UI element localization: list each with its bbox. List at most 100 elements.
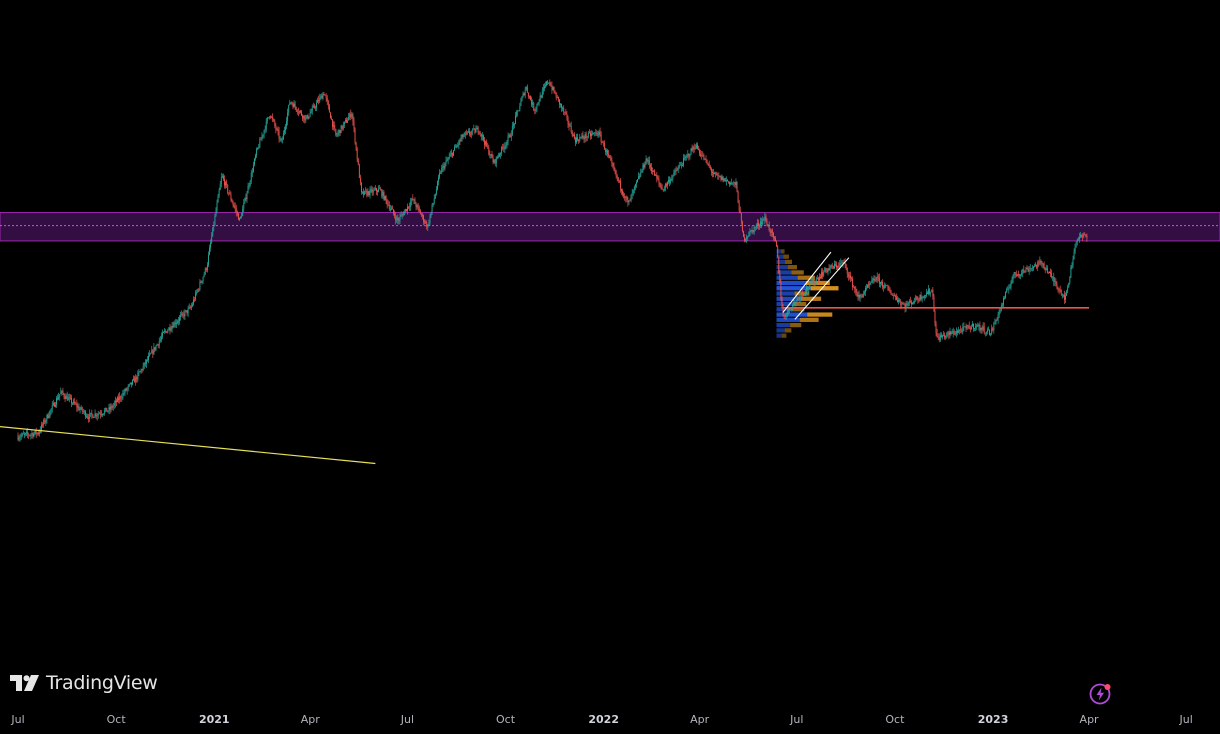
candle-body: [1036, 264, 1038, 268]
candle-body: [376, 188, 377, 192]
candle-body: [167, 330, 169, 333]
candle-body: [308, 116, 310, 119]
candle-body: [453, 150, 454, 156]
candle-body: [581, 135, 583, 138]
drawing-overlays[interactable]: [0, 251, 1090, 465]
candle-body: [705, 158, 707, 160]
candle-body: [383, 192, 385, 200]
candle-body: [201, 280, 203, 283]
candle-body: [867, 284, 869, 288]
candle-body: [371, 189, 373, 193]
candle-body: [494, 159, 496, 164]
tradingview-brand[interactable]: TradingView: [10, 672, 158, 694]
candle-body: [476, 127, 478, 130]
candle-body: [26, 432, 28, 434]
candle-body: [1084, 234, 1086, 236]
candle-body: [869, 283, 871, 286]
candle-body: [852, 278, 854, 287]
candle-body: [875, 279, 877, 281]
candle-body: [478, 132, 480, 134]
candle-body: [703, 155, 705, 160]
candle-body: [166, 331, 168, 333]
candlestick-series: [17, 79, 1088, 442]
candle-body: [808, 288, 810, 290]
lightning-icon[interactable]: [1089, 682, 1113, 706]
candle-body: [985, 332, 987, 333]
candle-body: [76, 404, 78, 408]
candle-body: [994, 322, 996, 324]
candle-body: [341, 125, 343, 129]
candle-body: [464, 132, 466, 136]
candle-body: [300, 111, 301, 113]
candle-body: [339, 130, 341, 134]
candle-body: [795, 301, 797, 303]
candle-body: [697, 144, 698, 149]
candle-body: [627, 199, 629, 203]
candle-body: [1037, 262, 1039, 268]
candle-body: [228, 192, 230, 194]
candle-body: [755, 225, 757, 228]
candle-body: [921, 297, 923, 300]
time-axis[interactable]: Jul Oct 2021 Apr Jul Oct 2022 Apr Jul Oct 2023 Apr J…: [10, 713, 1192, 726]
candle-body: [938, 336, 940, 341]
candle-body: [944, 334, 946, 338]
candle-body: [45, 420, 47, 423]
candle-body: [41, 424, 42, 431]
candle-body: [982, 326, 984, 330]
candle-body: [572, 134, 574, 137]
candle-body: [1030, 268, 1032, 270]
candle-body: [525, 87, 527, 90]
candle-body: [293, 103, 295, 108]
zone-band[interactable]: [0, 212, 1220, 242]
candle-body: [355, 142, 357, 149]
candle-body: [840, 262, 842, 264]
candle-body: [321, 95, 323, 99]
candle-body: [602, 142, 604, 144]
candle-body: [631, 193, 633, 195]
candle-body: [671, 178, 673, 180]
candle-body: [906, 303, 908, 306]
candle-body: [680, 164, 682, 166]
candle-body: [399, 216, 401, 221]
candle-body: [99, 413, 101, 415]
candle-body: [89, 413, 91, 419]
candle-body: [256, 149, 258, 156]
candle-body: [993, 323, 995, 331]
channel-upper[interactable]: [782, 251, 832, 313]
candle-body: [677, 167, 679, 171]
candle-body: [855, 289, 857, 293]
candle-body: [896, 296, 897, 300]
trendline[interactable]: [0, 425, 376, 465]
candle-body: [762, 219, 764, 224]
x-tick-label: Apr: [690, 713, 710, 726]
candle-body: [226, 182, 228, 186]
candle-body: [936, 332, 938, 337]
candle-body: [28, 434, 30, 436]
candle-body: [315, 107, 316, 109]
candle-body: [481, 135, 483, 137]
candle-body: [979, 324, 981, 331]
candle-body: [999, 309, 1001, 311]
candle-body: [1009, 287, 1011, 289]
candle-body: [856, 292, 858, 297]
resistance-zone[interactable]: [0, 212, 1220, 242]
candle-body: [586, 136, 588, 138]
candle-body: [814, 281, 816, 285]
candle-body: [1082, 236, 1084, 237]
candle-body: [813, 279, 815, 285]
candle-body: [608, 154, 610, 156]
candle-body: [1070, 266, 1072, 278]
candle-body: [233, 204, 235, 207]
candle-body: [670, 178, 672, 183]
candle-body: [178, 320, 179, 322]
channel-lower[interactable]: [794, 257, 850, 320]
candle-body: [462, 134, 464, 137]
candle-body: [236, 212, 238, 214]
candle-body: [724, 178, 726, 182]
candle-body: [578, 139, 580, 142]
candle-body: [858, 294, 860, 298]
candle-body: [625, 196, 627, 199]
candle-body: [374, 188, 376, 190]
candle-body: [911, 301, 912, 305]
